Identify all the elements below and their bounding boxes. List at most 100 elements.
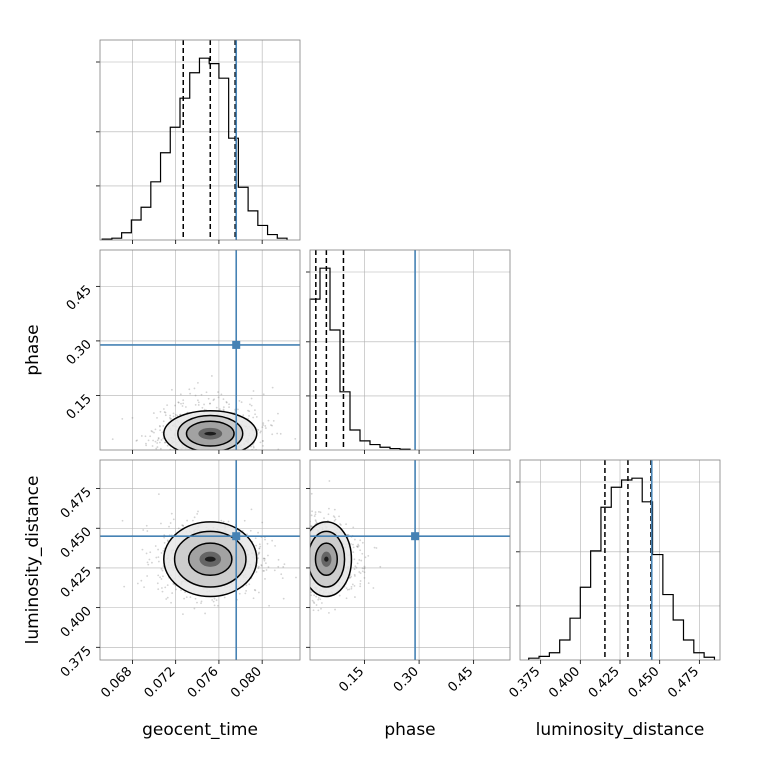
- x-tick-label: 0.068: [98, 664, 135, 701]
- sample-point: [238, 592, 241, 595]
- sample-point: [249, 529, 252, 532]
- sample-point: [154, 440, 157, 443]
- sample-point: [200, 602, 202, 604]
- x-tick-label: 0.45: [445, 664, 476, 695]
- sample-point: [333, 519, 336, 522]
- sample-point: [170, 512, 173, 515]
- sample-point: [217, 604, 219, 607]
- sample-point: [254, 413, 257, 416]
- truth-marker: [232, 340, 241, 349]
- y-tick-label: 0.375: [58, 644, 95, 681]
- sample-point: [169, 414, 172, 417]
- sample-point: [319, 598, 322, 601]
- sample-point: [158, 424, 161, 427]
- x-tick-label: 0.080: [228, 664, 265, 701]
- sample-point: [225, 401, 228, 403]
- sample-point: [242, 414, 245, 417]
- sample-point: [166, 404, 169, 407]
- sample-point: [162, 437, 165, 440]
- sample-point: [334, 518, 337, 521]
- sample-point: [157, 588, 160, 591]
- sample-point: [257, 552, 260, 555]
- sample-point: [161, 431, 164, 434]
- sample-point: [252, 597, 255, 600]
- sample-point: [197, 399, 199, 402]
- sample-point: [156, 446, 159, 448]
- sample-point: [207, 397, 210, 400]
- sample-point: [263, 557, 266, 560]
- sample-point: [225, 401, 228, 404]
- sample-point: [194, 597, 197, 600]
- sample-point: [250, 404, 253, 407]
- sample-point: [153, 431, 155, 434]
- sample-point: [379, 565, 382, 568]
- sample-point: [193, 607, 196, 610]
- sample-point: [181, 524, 184, 527]
- sample-point: [245, 589, 248, 592]
- sample-point: [212, 399, 215, 402]
- sample-point: [261, 440, 264, 442]
- sample-point: [345, 587, 348, 590]
- sample-point: [271, 424, 273, 427]
- sample-point: [121, 519, 124, 522]
- sample-point: [175, 588, 177, 591]
- sample-point: [263, 558, 266, 560]
- sample-point: [182, 525, 185, 527]
- sample-point: [332, 515, 335, 518]
- sample-point: [359, 585, 362, 588]
- sample-point: [310, 594, 313, 597]
- sample-point: [353, 573, 356, 576]
- sample-point: [164, 586, 167, 589]
- sample-point: [263, 559, 266, 562]
- sample-point: [262, 424, 265, 426]
- sample-point: [273, 569, 276, 572]
- sample-point: [147, 439, 150, 442]
- sample-point: [203, 403, 205, 406]
- sample-point: [310, 492, 313, 495]
- sample-point: [164, 414, 167, 417]
- sample-point: [222, 520, 225, 523]
- sample-point: [257, 557, 260, 560]
- sample-point: [352, 543, 354, 546]
- sample-point: [146, 561, 149, 564]
- sample-point: [184, 406, 187, 408]
- sample-point: [315, 604, 318, 606]
- sample-point: [274, 544, 276, 547]
- sample-point: [358, 559, 361, 561]
- density-level: [204, 556, 216, 562]
- sample-point: [164, 411, 167, 414]
- sample-point: [252, 390, 255, 392]
- sample-point: [205, 391, 208, 394]
- x-axis-label-luminosity-distance: luminosity_distance: [536, 720, 705, 740]
- sample-point: [220, 393, 223, 396]
- sample-point: [356, 545, 358, 548]
- sample-point: [163, 541, 166, 544]
- sample-point: [354, 565, 357, 568]
- sample-point: [159, 425, 161, 428]
- sample-point: [210, 375, 213, 377]
- sample-point: [255, 571, 258, 573]
- sample-point: [271, 433, 274, 436]
- sample-point: [166, 444, 169, 447]
- sample-point: [121, 417, 124, 420]
- x-tick-label: 0.475: [665, 664, 702, 701]
- sample-point: [201, 406, 204, 409]
- sample-point: [135, 439, 138, 442]
- sample-point: [160, 568, 163, 570]
- y-tick-label: 0.15: [64, 392, 95, 423]
- sample-point: [313, 515, 316, 517]
- sample-point: [204, 612, 207, 615]
- sample-point: [354, 596, 356, 598]
- sample-point: [140, 435, 143, 437]
- sample-point: [170, 417, 173, 420]
- histogram-steps: [101, 57, 288, 240]
- sample-point: [315, 520, 317, 523]
- sample-point: [367, 554, 370, 557]
- sample-point: [375, 547, 378, 549]
- sample-point: [248, 410, 251, 413]
- sample-point: [262, 570, 265, 572]
- sample-point: [361, 552, 364, 555]
- sample-point: [294, 437, 297, 440]
- sample-point: [186, 519, 189, 522]
- histogram-steps: [309, 267, 411, 450]
